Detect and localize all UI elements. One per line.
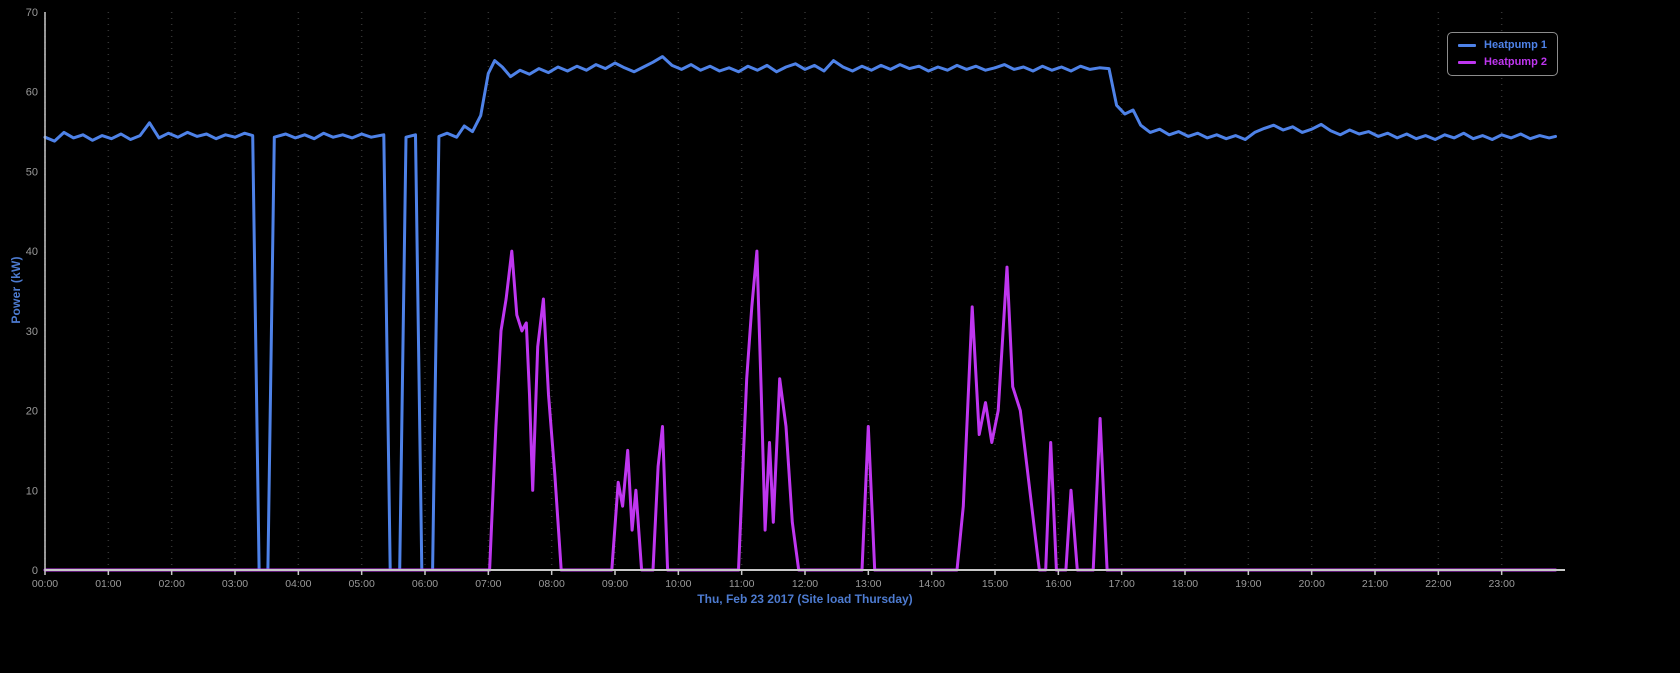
x-tick-label: 06:00 bbox=[412, 578, 438, 590]
y-tick-label: 10 bbox=[26, 485, 38, 497]
x-tick-label: 21:00 bbox=[1362, 578, 1388, 590]
legend-swatch-heatpump-2 bbox=[1458, 61, 1477, 64]
x-axis-title: Thu, Feb 23 2017 (Site load Thursday) bbox=[697, 592, 913, 606]
y-axis-title: Power (kW) bbox=[9, 256, 23, 324]
x-tick-label: 19:00 bbox=[1235, 578, 1261, 590]
y-tick-label: 20 bbox=[26, 406, 38, 418]
y-tick-label: 40 bbox=[26, 246, 38, 258]
legend-swatch-heatpump-1 bbox=[1458, 44, 1477, 47]
x-tick-label: 17:00 bbox=[1109, 578, 1135, 590]
x-tick-label: 11:00 bbox=[729, 578, 755, 590]
y-tick-label: 50 bbox=[26, 166, 38, 178]
x-tick-label: 08:00 bbox=[539, 578, 565, 590]
x-tick-label: 03:00 bbox=[222, 578, 248, 590]
y-tick-label: 0 bbox=[32, 565, 38, 577]
x-tick-label: 02:00 bbox=[159, 578, 185, 590]
legend-label-heatpump-2: Heatpump 2 bbox=[1484, 56, 1547, 68]
series-line-1[interactable] bbox=[43, 55, 1557, 572]
x-tick-label: 01:00 bbox=[95, 578, 121, 590]
x-tick-label: 04:00 bbox=[285, 578, 311, 590]
legend-item-heatpump-2[interactable]: Heatpump 2 bbox=[1458, 57, 1547, 68]
x-tick-label: 15:00 bbox=[982, 578, 1008, 590]
y-tick-label: 70 bbox=[26, 7, 38, 19]
x-tick-label: 12:00 bbox=[792, 578, 818, 590]
series-line-2[interactable] bbox=[43, 249, 1557, 572]
x-tick-label: 22:00 bbox=[1425, 578, 1451, 590]
legend: Heatpump 1 Heatpump 2 bbox=[1447, 32, 1558, 76]
x-tick-label: 07:00 bbox=[475, 578, 501, 590]
x-tick-label: 09:00 bbox=[602, 578, 628, 590]
y-tick-label: 30 bbox=[26, 326, 38, 338]
y-tick-label: 60 bbox=[26, 87, 38, 99]
x-tick-label: 20:00 bbox=[1299, 578, 1325, 590]
x-tick-label: 13:00 bbox=[855, 578, 881, 590]
x-tick-label: 05:00 bbox=[349, 578, 375, 590]
x-tick-label: 10:00 bbox=[665, 578, 691, 590]
x-tick-label: 23:00 bbox=[1489, 578, 1515, 590]
legend-label-heatpump-1: Heatpump 1 bbox=[1484, 39, 1547, 51]
x-tick-label: 14:00 bbox=[919, 578, 945, 590]
x-tick-label: 16:00 bbox=[1045, 578, 1071, 590]
x-tick-label: 00:00 bbox=[32, 578, 58, 590]
x-tick-label: 18:00 bbox=[1172, 578, 1198, 590]
legend-item-heatpump-1[interactable]: Heatpump 1 bbox=[1458, 40, 1547, 51]
